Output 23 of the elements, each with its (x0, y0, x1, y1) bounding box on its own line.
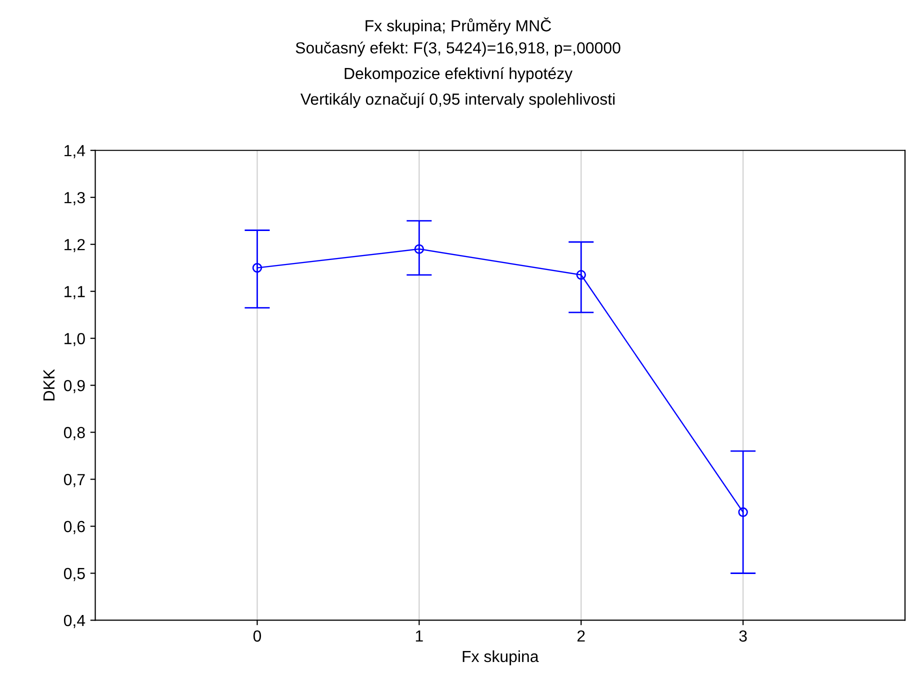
x-tick-label: 0 (253, 630, 262, 642)
point (252, 262, 262, 273)
y-tick-label: 1,0 (64, 332, 85, 346)
point (738, 507, 748, 518)
x-tick-label: 1 (416, 630, 423, 642)
x-tick-label: 3 (739, 630, 747, 642)
chart-title: Fx skupina; Průměry MNČ (366, 17, 552, 35)
y-tick-label: 0,5 (64, 568, 85, 582)
point (576, 270, 586, 280)
y-tick-label: 1,1 (64, 286, 85, 300)
y-tick-label: 1,2 (64, 238, 85, 252)
y-tick-label: 1,4 (64, 145, 86, 158)
y-tick-label: 1,3 (64, 192, 85, 206)
y-tick-label: 0,6 (64, 520, 85, 534)
chart-subtitle: Současný efekt: F(3, 5424)=16,918, p=,00000 Dekompozice efektivní hypotézy Vertikály označují 0,95 intervaly spolehlivosti (296, 42, 620, 108)
y-tick-label: 0,9 (64, 380, 85, 394)
y-tick-label: 0,7 (64, 474, 85, 488)
y-tick-label: 0,4 (64, 614, 86, 628)
y-axis-title: DKK (43, 369, 54, 400)
point (414, 244, 424, 254)
x-axis-title: Fx skupina (462, 650, 539, 666)
y-tick-label: 0,8 (64, 426, 85, 440)
x-tick-label: 2 (577, 630, 585, 642)
